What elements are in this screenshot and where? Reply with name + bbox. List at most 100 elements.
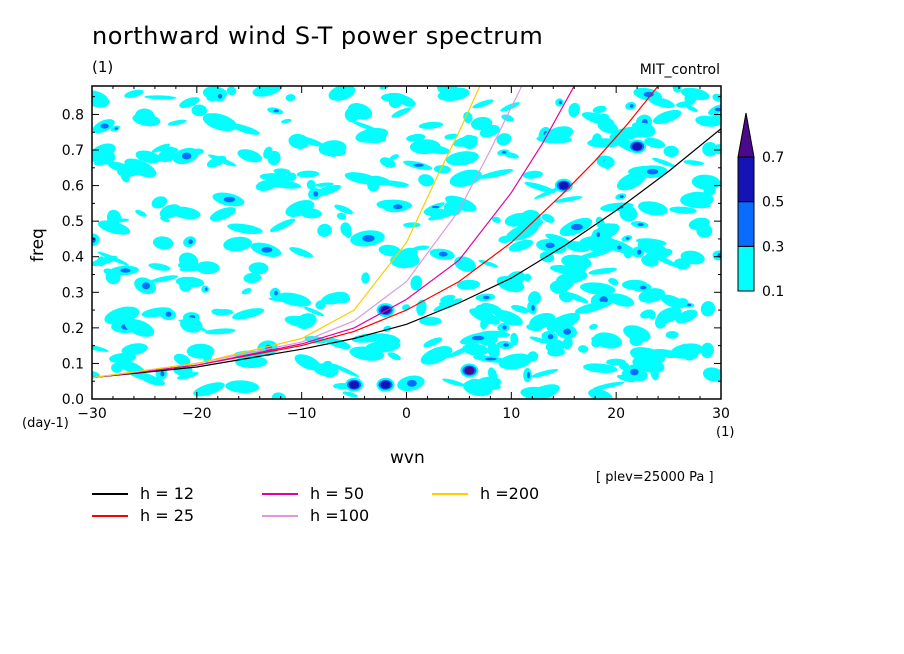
power-blob bbox=[115, 359, 145, 375]
power-blob bbox=[111, 362, 123, 373]
colorbar-label: 0.3 bbox=[762, 239, 784, 255]
power-blob bbox=[600, 113, 610, 119]
power-blob bbox=[124, 318, 155, 337]
colorbar-label: 0.1 bbox=[762, 284, 784, 300]
power-blob bbox=[685, 105, 698, 113]
power-blob bbox=[419, 316, 442, 326]
power-blob bbox=[416, 143, 451, 155]
power-blob bbox=[510, 332, 519, 346]
power-blob-mid bbox=[393, 204, 403, 210]
power-blob bbox=[608, 293, 635, 307]
power-blob bbox=[583, 363, 618, 374]
power-blob bbox=[672, 86, 682, 93]
power-blob-mid bbox=[160, 370, 165, 377]
colorbar-segment bbox=[737, 201, 755, 247]
power-blob bbox=[479, 169, 514, 179]
power-blob bbox=[361, 272, 370, 284]
power-blob-mid bbox=[563, 328, 571, 335]
legend-swatch bbox=[92, 514, 128, 517]
power-blob bbox=[545, 233, 572, 245]
legend-label: h = 12 bbox=[140, 484, 195, 503]
power-blob bbox=[710, 113, 721, 126]
power-blob bbox=[204, 328, 236, 335]
power-blob-mid bbox=[531, 305, 535, 311]
power-blob bbox=[295, 313, 317, 329]
power-blob bbox=[470, 116, 493, 131]
power-blob bbox=[295, 135, 325, 147]
power-blob bbox=[195, 261, 220, 275]
power-blob bbox=[691, 174, 721, 190]
x-tick-label: −20 bbox=[182, 406, 212, 422]
y-tick-label: 0.6 bbox=[62, 179, 84, 195]
power-blob bbox=[318, 140, 347, 157]
legend-item: h = 25 bbox=[92, 506, 194, 525]
power-blob bbox=[616, 171, 646, 191]
power-blob-mid bbox=[484, 357, 497, 361]
power-blob bbox=[684, 91, 697, 106]
power-blob bbox=[433, 165, 451, 174]
power-blob-mid bbox=[570, 223, 583, 231]
power-blob bbox=[225, 380, 260, 394]
power-blob bbox=[501, 114, 514, 122]
x-tick-label: 30 bbox=[712, 406, 730, 422]
power-blob bbox=[454, 256, 476, 272]
power-blob bbox=[623, 124, 651, 138]
power-blob bbox=[135, 209, 147, 217]
y-tick-label: 0.7 bbox=[62, 143, 84, 159]
legend-item: h = 50 bbox=[262, 484, 364, 503]
legend-swatch bbox=[92, 492, 128, 495]
power-blob bbox=[410, 275, 423, 291]
power-blob bbox=[413, 245, 430, 251]
power-blob bbox=[347, 103, 373, 120]
legend-label: h = 25 bbox=[140, 506, 195, 525]
power-blob bbox=[644, 137, 666, 149]
power-blob bbox=[178, 252, 199, 269]
power-peak-core bbox=[380, 380, 391, 389]
power-blob bbox=[370, 180, 397, 186]
power-blob bbox=[541, 213, 555, 223]
power-blob bbox=[568, 102, 580, 118]
y-axis-label: freq bbox=[28, 228, 48, 262]
power-blob bbox=[696, 223, 713, 238]
power-blob bbox=[167, 119, 187, 126]
power-blob bbox=[654, 314, 668, 329]
power-blob-mid bbox=[502, 325, 507, 330]
power-blob bbox=[387, 352, 401, 361]
power-blob bbox=[226, 86, 237, 96]
power-blob bbox=[160, 216, 170, 223]
power-blob bbox=[227, 223, 263, 235]
power-blob bbox=[151, 196, 168, 209]
power-blob bbox=[712, 93, 721, 102]
power-blob bbox=[248, 262, 269, 275]
power-blob bbox=[592, 105, 607, 114]
power-blob bbox=[378, 244, 401, 257]
power-blob bbox=[549, 264, 580, 275]
power-blob bbox=[92, 370, 100, 378]
power-blob bbox=[92, 143, 116, 160]
power-blob-mid bbox=[188, 239, 193, 244]
x-tick-label: −30 bbox=[77, 406, 107, 422]
power-blob bbox=[342, 391, 358, 398]
power-blob bbox=[140, 374, 166, 386]
power-blob bbox=[522, 170, 543, 179]
power-blob bbox=[418, 174, 434, 187]
power-blob bbox=[529, 336, 549, 344]
legend-item: h =200 bbox=[432, 484, 539, 503]
power-blob bbox=[637, 240, 669, 257]
power-blob bbox=[508, 239, 534, 252]
power-blob bbox=[342, 223, 352, 238]
power-blob bbox=[281, 118, 292, 124]
power-blob bbox=[159, 204, 181, 219]
power-blob bbox=[506, 271, 526, 287]
power-blob bbox=[528, 291, 541, 306]
power-blob bbox=[351, 333, 385, 343]
power-blob-mid bbox=[596, 232, 601, 238]
power-blob bbox=[500, 102, 520, 112]
power-blob bbox=[700, 301, 716, 317]
colorbar-label: 0.5 bbox=[762, 195, 784, 211]
power-blob bbox=[700, 342, 714, 359]
power-blob-mid bbox=[142, 282, 151, 290]
power-blob bbox=[504, 212, 533, 227]
power-blob bbox=[135, 150, 161, 164]
power-blob bbox=[530, 368, 559, 378]
